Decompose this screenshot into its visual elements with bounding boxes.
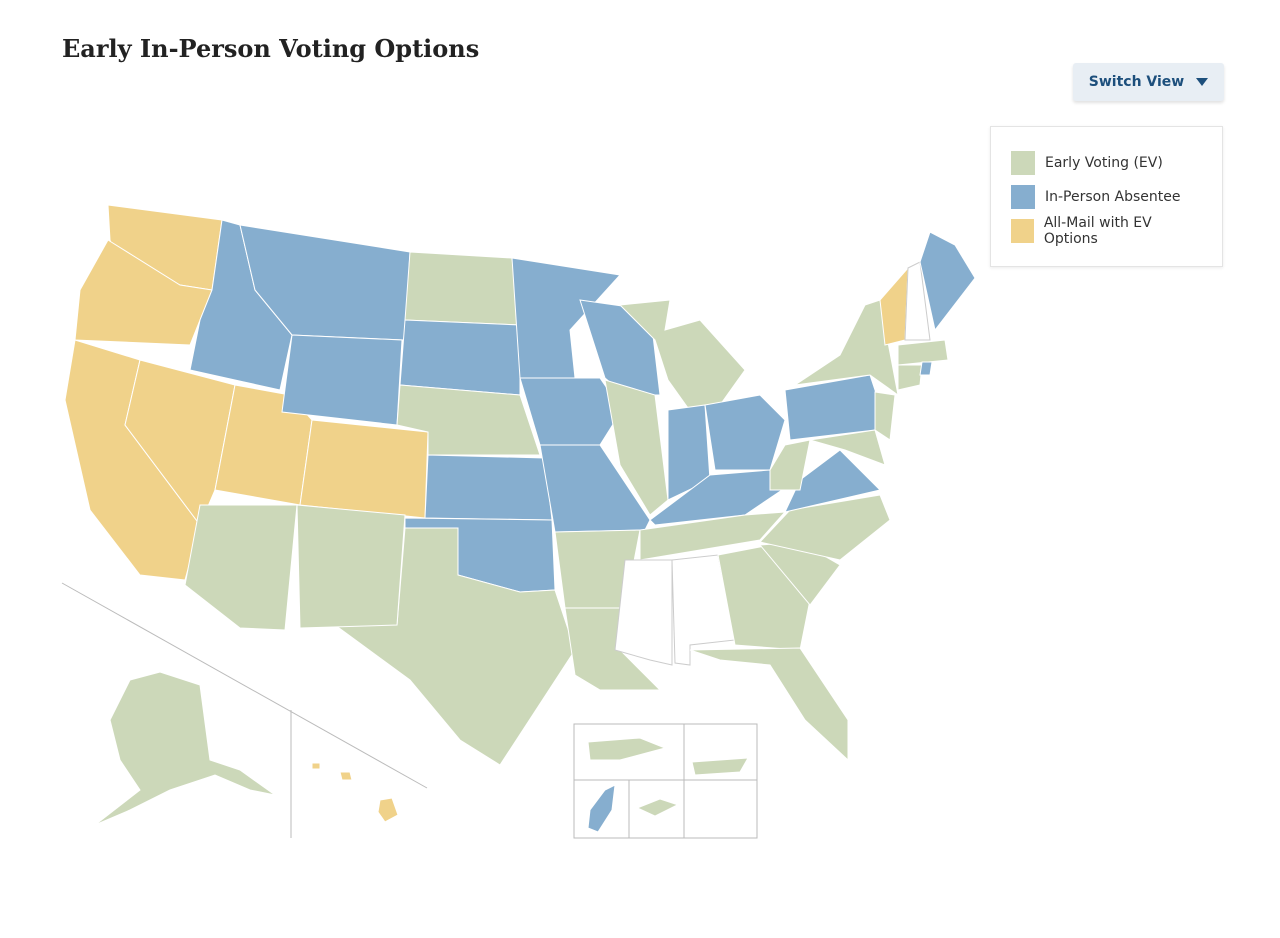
state[interactable] (296, 504, 406, 629)
state[interactable] (377, 797, 399, 823)
territory[interactable] (638, 799, 677, 816)
state[interactable] (519, 377, 623, 446)
state[interactable] (639, 511, 787, 561)
state[interactable] (809, 429, 886, 466)
legend-label: Early Voting (EV) (1045, 155, 1163, 171)
button-label: Switch View (1088, 74, 1185, 90)
state[interactable] (281, 334, 403, 426)
territory[interactable] (691, 757, 749, 776)
state[interactable] (184, 504, 298, 631)
state[interactable] (404, 251, 521, 326)
state[interactable] (539, 444, 651, 533)
legend-item: In-Person Absentee (1011, 180, 1202, 214)
state[interactable] (399, 319, 521, 396)
state[interactable] (604, 379, 669, 516)
page-title: Early In-Person Voting Options (62, 34, 480, 63)
territory[interactable] (587, 737, 667, 761)
inset-lines (61, 582, 758, 839)
state[interactable] (879, 266, 909, 346)
states (64, 204, 976, 833)
state[interactable] (689, 647, 849, 762)
state[interactable] (339, 771, 353, 781)
caret-icon (1196, 78, 1209, 86)
state[interactable] (897, 339, 949, 366)
state[interactable] (897, 364, 923, 391)
state[interactable] (919, 361, 933, 376)
state[interactable] (614, 559, 673, 666)
state[interactable] (311, 762, 321, 770)
state[interactable] (904, 261, 931, 341)
legend-swatch (1011, 219, 1034, 243)
inset-divider (61, 582, 428, 789)
legend-item: All-Mail with EV Options (1011, 214, 1202, 248)
state[interactable] (618, 299, 746, 409)
switch-view-button[interactable]: Switch View (1073, 63, 1224, 101)
state[interactable] (759, 494, 891, 561)
state[interactable] (919, 231, 976, 332)
legend-swatch (1011, 185, 1035, 209)
legend-label: All-Mail with EV Options (1043, 215, 1152, 247)
legend-swatch (1011, 151, 1035, 175)
state[interactable] (299, 419, 429, 519)
legend: Early Voting (EV) In-Person Absentee All-M… (990, 126, 1223, 267)
state[interactable] (424, 454, 553, 521)
state[interactable] (94, 671, 276, 826)
state[interactable] (784, 449, 881, 513)
territory[interactable] (587, 784, 616, 833)
state[interactable] (74, 239, 213, 346)
inset-box (573, 723, 758, 839)
state[interactable] (704, 394, 786, 471)
state[interactable] (769, 439, 811, 491)
legend-label: In-Person Absentee (1045, 189, 1181, 205)
state[interactable] (511, 257, 621, 379)
legend-item: Early Voting (EV) (1011, 146, 1202, 180)
state[interactable] (874, 391, 896, 441)
